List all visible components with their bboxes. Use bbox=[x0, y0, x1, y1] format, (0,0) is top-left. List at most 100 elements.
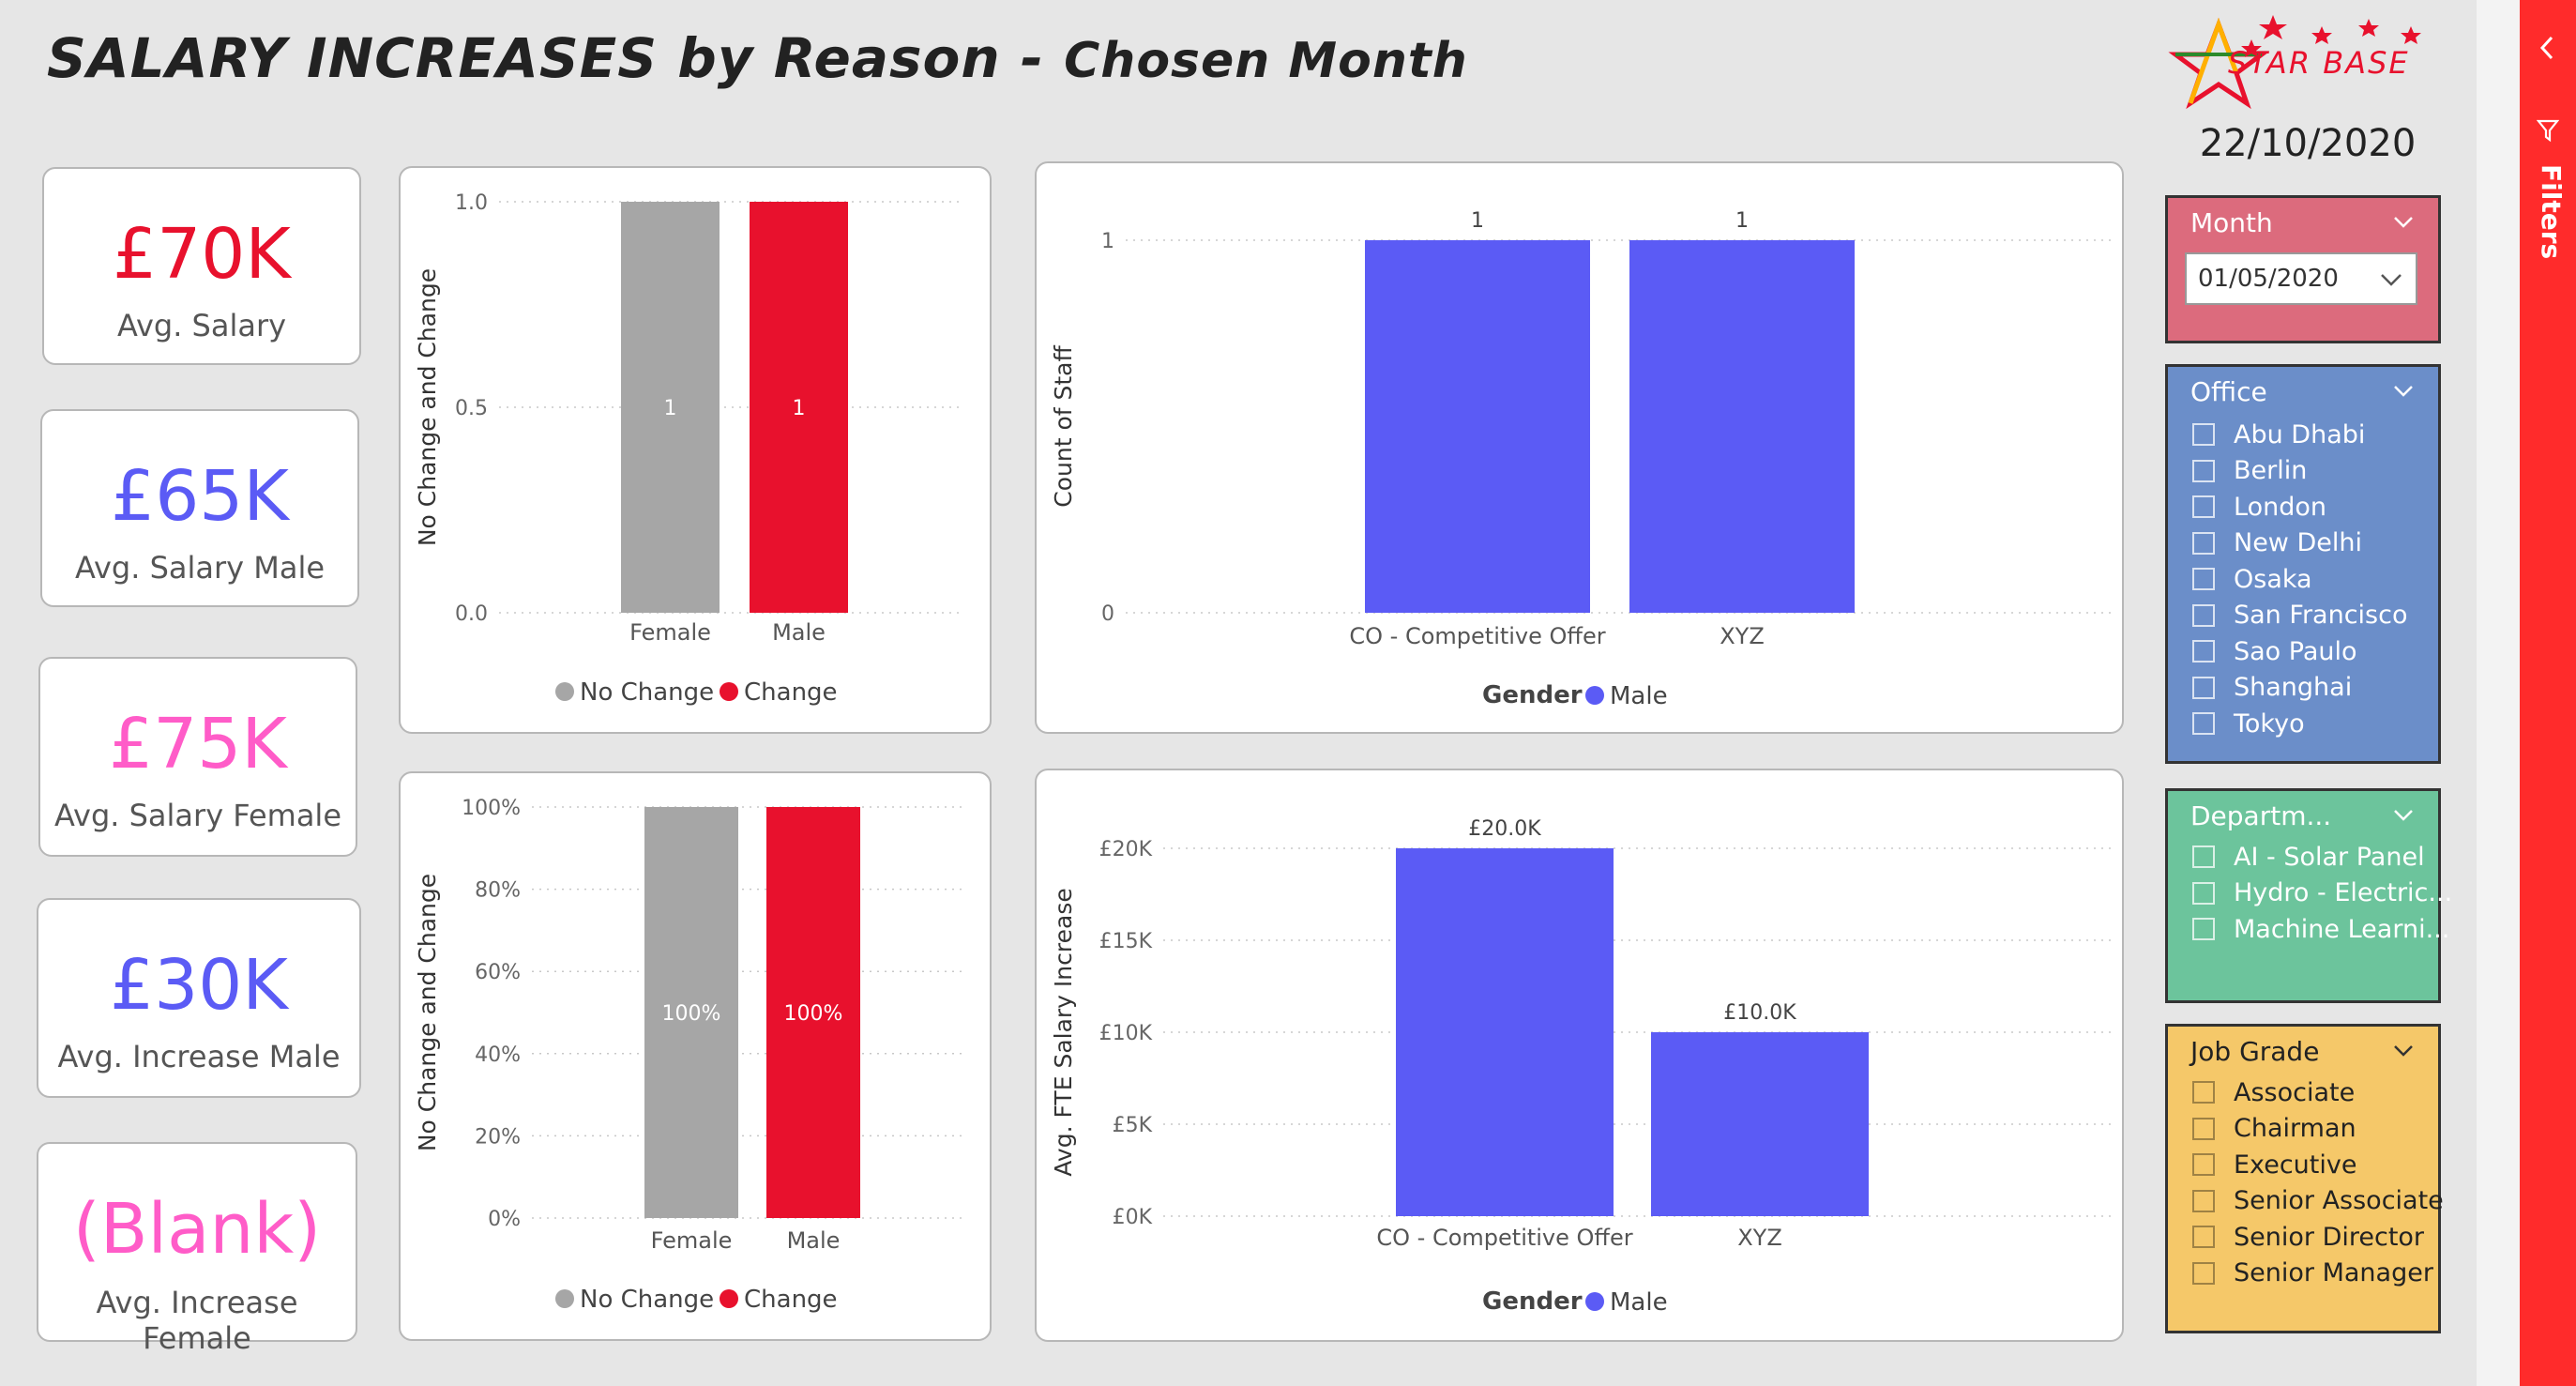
slicer-item-label: New Delhi bbox=[2234, 528, 2362, 557]
checkbox[interactable] bbox=[2192, 640, 2215, 663]
y-tick-label: £15K bbox=[1099, 930, 1153, 953]
kpi-value: £70K bbox=[113, 214, 291, 295]
chart-svg: 1.0 0.5 0.0 No Change and Change 1 Female 1 Mal… bbox=[414, 191, 963, 707]
filters-label-text: Filters bbox=[2536, 164, 2567, 258]
chart-change-percent-by-gender[interactable]: 100% 80% 60% 40% 20% 0% No Change and Change 10… bbox=[399, 771, 992, 1341]
data-label: 100% bbox=[662, 1002, 721, 1026]
checkbox[interactable] bbox=[2192, 1153, 2215, 1176]
chevron-down-icon bbox=[2381, 274, 2402, 286]
slicer-item-label: Tokyo bbox=[2234, 708, 2305, 739]
office-slicer-item[interactable]: Shanghai bbox=[2192, 671, 2352, 705]
checkbox[interactable] bbox=[2192, 423, 2215, 446]
kpi-label: Avg. Salary bbox=[116, 308, 287, 343]
y-tick-label: 80% bbox=[475, 879, 521, 903]
filters-pane-collapsed[interactable]: Filters bbox=[2520, 0, 2576, 1386]
data-label: 1 bbox=[793, 397, 806, 420]
office-slicer-item[interactable]: New Delhi bbox=[2192, 526, 2362, 560]
bar bbox=[644, 807, 738, 1218]
office-slicer-item[interactable]: Berlin bbox=[2192, 454, 2307, 488]
legend-title: Gender bbox=[1482, 681, 1583, 709]
office-slicer-item[interactable]: Tokyo bbox=[2192, 707, 2305, 740]
job-grade-slicer-item[interactable]: Chairman bbox=[2192, 1112, 2356, 1146]
legend-marker bbox=[720, 1289, 738, 1308]
checkbox[interactable] bbox=[2192, 881, 2215, 905]
slicer-item-label: Senior Director bbox=[2234, 1222, 2425, 1252]
slicer-item-label: Sao Paulo bbox=[2234, 636, 2357, 666]
checkbox[interactable] bbox=[2192, 603, 2215, 627]
office-slicer-item[interactable]: London bbox=[2192, 490, 2326, 524]
slicer-item-label: Machine Learni... bbox=[2234, 914, 2450, 944]
bar bbox=[621, 202, 720, 613]
legend-item: No Change bbox=[580, 1286, 714, 1314]
checkbox[interactable] bbox=[2192, 495, 2215, 518]
office-slicer-item[interactable]: Sao Paulo bbox=[2192, 634, 2357, 668]
bar bbox=[1396, 848, 1614, 1216]
y-axis-label: No Change and Change bbox=[414, 268, 441, 546]
slicer-item-label: Chairman bbox=[2234, 1114, 2356, 1143]
logo-text: STAR BASE bbox=[2228, 45, 2410, 81]
y-tick-label: 0.5 bbox=[455, 397, 488, 420]
month-dropdown[interactable]: 01/05/2020 bbox=[2185, 252, 2417, 305]
job-grade-slicer-item[interactable]: Senior Associate bbox=[2192, 1184, 2444, 1218]
job-grade-slicer-item[interactable]: Senior Director bbox=[2192, 1220, 2424, 1254]
checkbox[interactable] bbox=[2192, 712, 2215, 735]
department-slicer-item[interactable]: AI - Solar Panel bbox=[2192, 840, 2425, 874]
checkbox[interactable] bbox=[2192, 1261, 2215, 1285]
chart-change-count-by-gender[interactable]: 1.0 0.5 0.0 No Change and Change 1 Female 1 Mal… bbox=[399, 166, 992, 734]
bar bbox=[766, 807, 860, 1218]
y-tick-label: £5K bbox=[1113, 1114, 1153, 1137]
chevron-down-icon[interactable] bbox=[2393, 1040, 2414, 1060]
chart-staff-count-by-reason[interactable]: 1 0 Count of Staff 1 CO - Competitive Offer 1… bbox=[1035, 161, 2124, 734]
month-slicer-title: Month bbox=[2190, 207, 2273, 238]
kpi-label: Avg. Salary Male bbox=[74, 550, 326, 586]
x-tick-label: CO - Competitive Offer bbox=[1376, 1225, 1632, 1251]
department-slicer-item[interactable]: Hydro - Electric... bbox=[2192, 876, 2452, 910]
filters-label[interactable]: Filters bbox=[2529, 164, 2567, 258]
checkbox[interactable] bbox=[2192, 1117, 2215, 1140]
office-slicer-item[interactable]: Abu Dhabi bbox=[2192, 418, 2365, 451]
job-grade-slicer-item[interactable]: Senior Manager bbox=[2192, 1257, 2433, 1290]
month-slicer[interactable]: Month 01/05/2020 bbox=[2165, 195, 2441, 343]
kpi-card-avg-salary[interactable]: £70K Avg. Salary bbox=[42, 167, 361, 365]
job-grade-slicer-item[interactable]: Associate bbox=[2192, 1075, 2355, 1109]
chart-salary-increase-by-reason[interactable]: £20K £15K £10K £5K £0K Avg. FTE Salary Increa… bbox=[1035, 769, 2124, 1342]
department-slicer-item[interactable]: Machine Learni... bbox=[2192, 912, 2449, 946]
chevron-down-icon[interactable] bbox=[2393, 380, 2414, 401]
checkbox[interactable] bbox=[2192, 918, 2215, 940]
kpi-card-avg-salary-male[interactable]: £65K Avg. Salary Male bbox=[40, 409, 359, 607]
slicer-item-label: San Francisco bbox=[2234, 601, 2408, 630]
kpi-card-avg-increase-male[interactable]: £30K Avg. Increase Male bbox=[37, 898, 361, 1098]
checkbox[interactable] bbox=[2192, 845, 2215, 868]
checkbox[interactable] bbox=[2192, 531, 2215, 555]
data-label: 1 bbox=[1735, 209, 1749, 233]
kpi-value: £75K bbox=[109, 704, 287, 784]
chevron-left-icon[interactable] bbox=[2537, 34, 2557, 62]
slicer-item-label: Osaka bbox=[2234, 564, 2312, 594]
job-grade-slicer-item[interactable]: Executive bbox=[2192, 1148, 2356, 1181]
y-tick-label: 20% bbox=[475, 1125, 521, 1149]
checkbox[interactable] bbox=[2192, 1226, 2215, 1248]
page-edge bbox=[2477, 0, 2520, 1386]
office-slicer-item[interactable]: Osaka bbox=[2192, 562, 2312, 596]
office-slicer-item[interactable]: San Francisco bbox=[2192, 599, 2407, 632]
x-tick-label: Female bbox=[629, 619, 711, 646]
checkbox[interactable] bbox=[2192, 1189, 2215, 1212]
x-tick-label: Male bbox=[772, 619, 826, 646]
chevron-down-icon[interactable] bbox=[2393, 804, 2414, 825]
checkbox[interactable] bbox=[2192, 1081, 2215, 1104]
x-tick-label: Female bbox=[651, 1227, 733, 1254]
data-label: £10.0K bbox=[1723, 1001, 1796, 1025]
kpi-card-avg-salary-female[interactable]: £75K Avg. Salary Female bbox=[38, 657, 357, 857]
kpi-card-avg-increase-female[interactable]: (Blank) Avg. Increase Female bbox=[37, 1142, 357, 1356]
department-slicer[interactable]: Departm... AI - Solar Panel Hydro - Elect… bbox=[2165, 788, 2452, 1003]
office-slicer[interactable]: Office Abu Dhabi Berlin London New Delhi Osa… bbox=[2165, 364, 2441, 764]
checkbox[interactable] bbox=[2192, 459, 2215, 482]
job-grade-slicer[interactable]: Job Grade Associate Chairman Executive Seni… bbox=[2165, 1024, 2444, 1333]
x-tick-label: CO - Competitive Offer bbox=[1349, 623, 1605, 649]
star-base-logo: STAR BASE bbox=[2168, 15, 2421, 110]
slicer-item-label: AI - Solar Panel bbox=[2234, 842, 2425, 872]
slicer-item-label: Senior Associate bbox=[2234, 1186, 2444, 1215]
checkbox[interactable] bbox=[2192, 676, 2215, 699]
checkbox[interactable] bbox=[2192, 568, 2215, 590]
chevron-down-icon[interactable] bbox=[2393, 211, 2414, 232]
